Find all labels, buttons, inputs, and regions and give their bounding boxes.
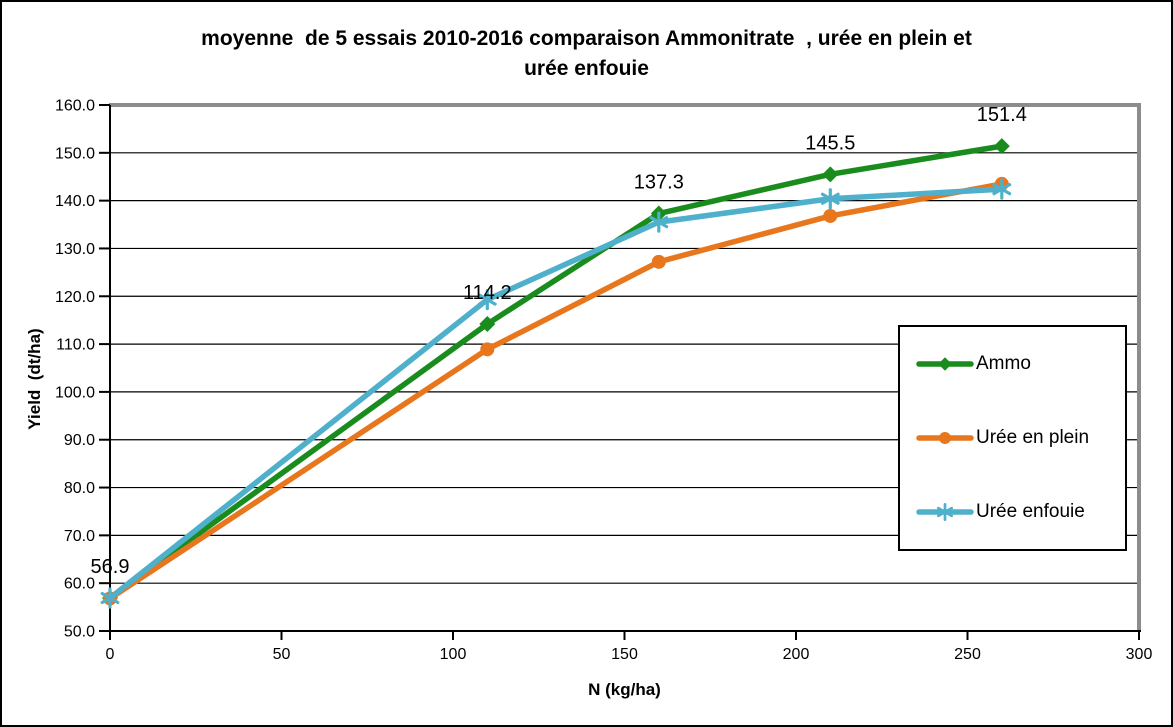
circle-marker	[823, 208, 838, 223]
legend-item-uree-en-plein: Urée en plein	[900, 427, 1125, 449]
data-label: 56.9	[91, 556, 130, 578]
diamond-marker	[822, 166, 839, 183]
y-tick-label: 140.0	[55, 193, 95, 210]
data-labels: 56.9 114.2 137.3 145.5 151.4	[91, 104, 1027, 578]
data-label: 151.4	[977, 104, 1027, 126]
x-tick-label: 100	[440, 646, 467, 663]
circle-marker	[651, 254, 666, 269]
asterisk-marker	[937, 502, 953, 522]
x-tick-label: 300	[1126, 646, 1153, 663]
y-tick-label: 160.0	[55, 98, 95, 115]
series-2	[100, 178, 1012, 609]
y-tick-label: 80.0	[64, 480, 95, 497]
asterisk-marker	[649, 211, 669, 233]
data-label: 137.3	[634, 172, 684, 194]
x-tick-label: 250	[954, 646, 981, 663]
legend-label-uree-en-plein: Urée en plein	[976, 427, 1090, 448]
legend: Ammo Urée en plein Urée enfouie	[898, 325, 1127, 551]
y-tick-label: 130.0	[55, 241, 95, 258]
x-tick-label: 0	[106, 646, 115, 663]
x-tick-label: 50	[273, 646, 291, 663]
circle-marker	[939, 432, 951, 444]
legend-label-ammo: Ammo	[976, 353, 1031, 374]
legend-label-uree-enfouie: Urée enfouie	[976, 501, 1085, 522]
legend-marker-ammo	[916, 357, 974, 371]
x-tick-label: 200	[783, 646, 810, 663]
legend-marker-uree-en-plein	[916, 432, 974, 444]
y-tick-label: 70.0	[64, 528, 95, 545]
y-tick-label: 50.0	[64, 624, 95, 641]
diamond-marker	[479, 316, 496, 333]
x-axis-ticks: 0 50 100 150 200 250 300	[106, 631, 1153, 663]
circle-marker	[480, 342, 495, 357]
asterisk-marker	[477, 289, 497, 311]
y-tick-label: 150.0	[55, 145, 95, 162]
x-axis-title: N (kg/ha)	[588, 680, 661, 699]
y-tick-label: 60.0	[64, 576, 95, 593]
y-tick-label: 100.0	[55, 384, 95, 401]
data-label: 114.2	[463, 282, 512, 304]
data-label: 145.5	[805, 132, 855, 154]
y-tick-label: 120.0	[55, 289, 95, 306]
asterisk-marker	[100, 587, 120, 609]
series-1	[103, 176, 1009, 606]
legend-marker-uree-enfouie	[916, 502, 974, 522]
chart-title: moyenne de 5 essais 2010-2016 comparaiso…	[201, 27, 972, 80]
x-tick-label: 150	[611, 646, 638, 663]
legend-item-uree-enfouie: Urée enfouie	[900, 501, 1125, 523]
legend-item-ammo: Ammo	[900, 353, 1125, 375]
y-tick-label: 110.0	[56, 337, 95, 354]
plot-border	[109, 103, 1141, 631]
diamond-marker	[993, 138, 1010, 155]
y-tick-label: 90.0	[64, 432, 95, 449]
y-axis-ticks: 50.0 60.0 70.0 80.0 90.0 100.0 110.0 120.0 130.0…	[55, 98, 110, 641]
asterisk-marker	[992, 178, 1012, 200]
diamond-marker	[938, 357, 952, 371]
asterisk-marker	[820, 188, 840, 210]
